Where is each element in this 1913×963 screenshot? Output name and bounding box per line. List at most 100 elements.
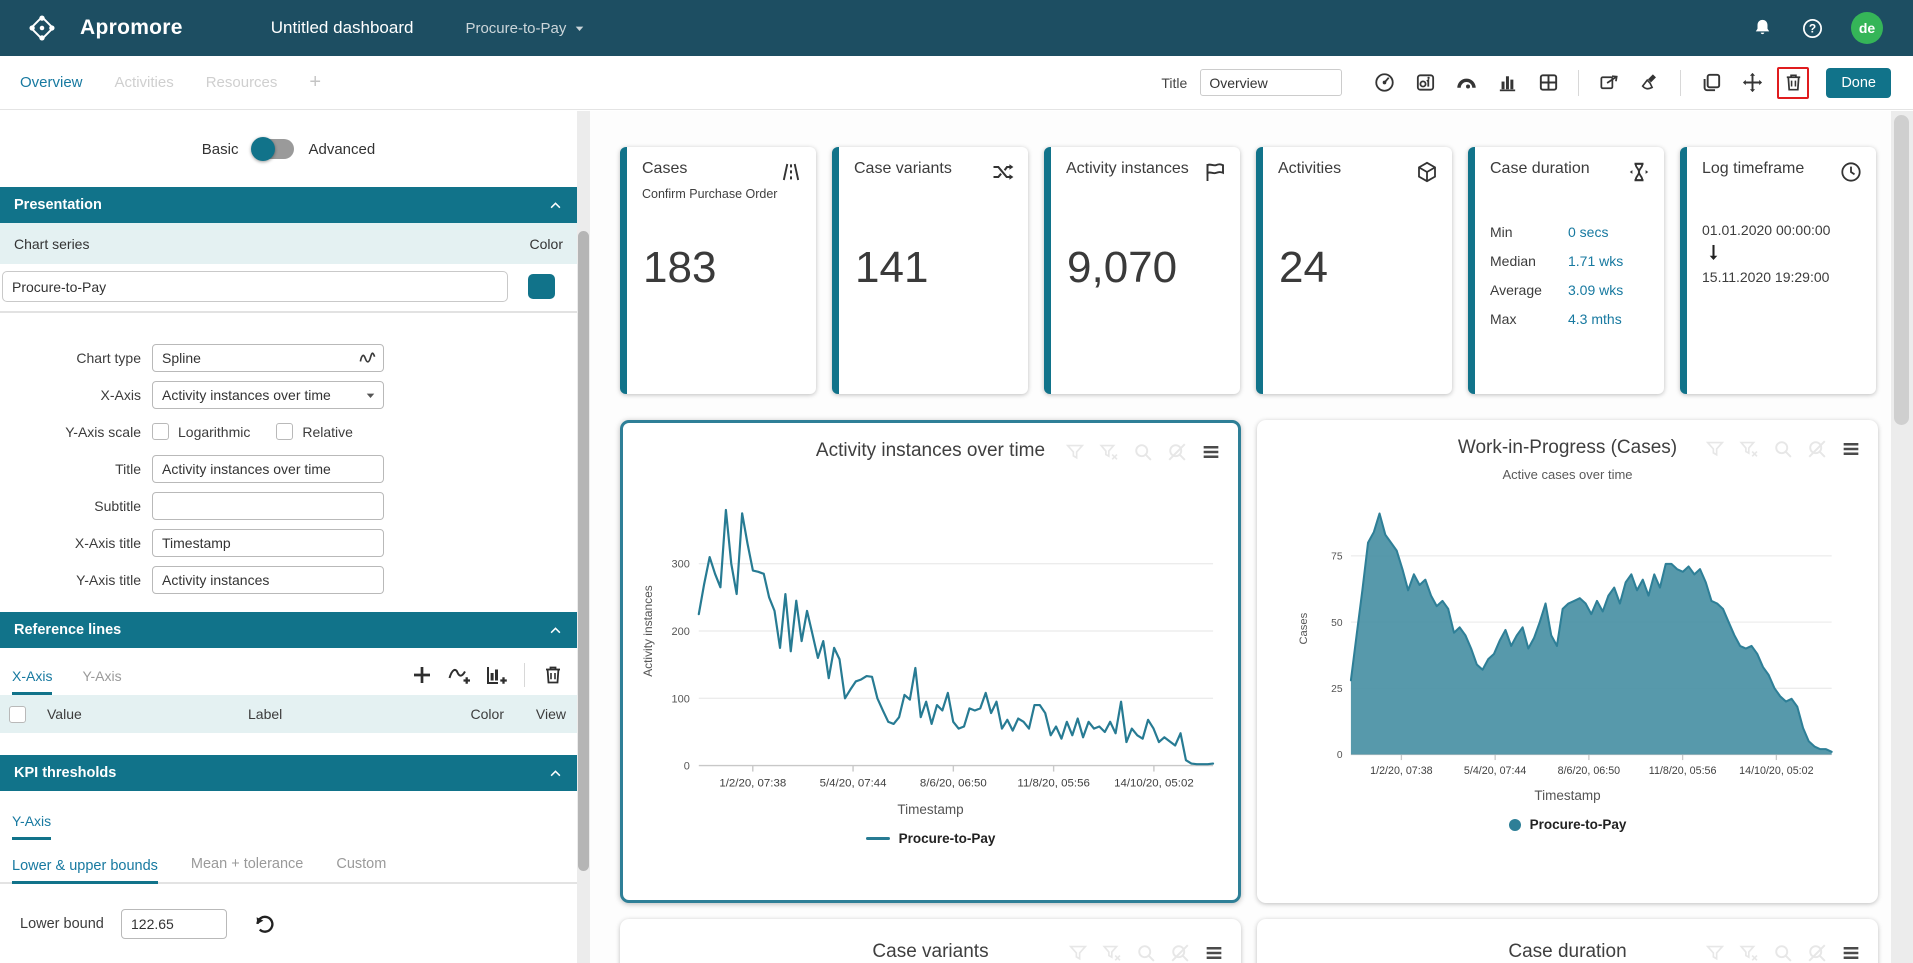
logarithmic-checkbox[interactable]	[152, 423, 169, 440]
page-scrollbar[interactable]	[1891, 111, 1913, 963]
filter-icon[interactable]	[1704, 438, 1726, 460]
tab-activities[interactable]: Activities	[114, 74, 174, 91]
page-scrollbar-thumb[interactable]	[1894, 115, 1909, 425]
chart-menu-icon[interactable]	[1203, 942, 1225, 963]
chart-legend[interactable]: Procure-to-Pay	[623, 831, 1238, 846]
delete-reference-icon[interactable]	[541, 663, 565, 687]
x-axis-title-input[interactable]	[152, 528, 384, 557]
chart-card-work-in-progress[interactable]: Work-in-Progress (Cases) Active cases ov…	[1257, 420, 1878, 903]
svg-text:14/10/20, 05:02: 14/10/20, 05:02	[1114, 778, 1194, 790]
kpi-card-activity-instances[interactable]: Activity instances 9,070	[1044, 147, 1240, 394]
zoom-icon[interactable]	[1132, 441, 1154, 463]
y-axis-title-label: Y-Axis title	[76, 571, 141, 588]
add-curve-reference-icon[interactable]	[447, 663, 471, 687]
kpi-card-log-timeframe[interactable]: Log timeframe 01.01.2020 00:00:00 15.11.…	[1680, 147, 1876, 394]
basic-advanced-toggle[interactable]	[251, 137, 295, 161]
chart-title: Case variants	[872, 941, 989, 962]
chart-subtitle-input[interactable]	[152, 491, 384, 520]
svg-text:11/8/20, 05:56: 11/8/20, 05:56	[1017, 778, 1089, 790]
chart-title-input[interactable]	[152, 454, 384, 483]
clear-filter-icon[interactable]	[1738, 438, 1760, 460]
delete-widget-button[interactable]	[1777, 66, 1810, 99]
presentation-section-header[interactable]: Presentation	[0, 187, 577, 223]
clear-button[interactable]	[1634, 67, 1666, 99]
zoom-off-icon[interactable]	[1806, 942, 1828, 963]
chart-menu-icon[interactable]	[1200, 441, 1222, 463]
clear-filter-icon[interactable]	[1101, 942, 1123, 963]
stat-value[interactable]: 0 secs	[1568, 224, 1609, 240]
kpi-thresholds-section-header[interactable]: KPI thresholds	[0, 755, 577, 791]
kpi-card-case-variants[interactable]: Case variants 141	[832, 147, 1028, 394]
filter-icon[interactable]	[1064, 441, 1086, 463]
series-name-input[interactable]	[2, 271, 508, 302]
subtab-mean-tolerance[interactable]: Mean + tolerance	[190, 856, 304, 872]
reset-lower-bound-icon[interactable]	[251, 911, 278, 938]
zoom-off-icon[interactable]	[1166, 441, 1188, 463]
done-button[interactable]: Done	[1826, 67, 1891, 98]
move-widget-button[interactable]	[1736, 67, 1768, 99]
chart-card-activity-instances[interactable]: Activity instances over time 0 100 200 300 1…	[620, 420, 1241, 903]
kpi-title: Case variants	[854, 160, 952, 177]
select-all-checkbox[interactable]	[9, 705, 26, 723]
add-bar-reference-icon[interactable]	[484, 663, 508, 687]
chart-type-input[interactable]	[152, 343, 384, 372]
sidebar-scrollbar-thumb[interactable]	[578, 231, 589, 871]
number-card-button[interactable]	[1409, 67, 1441, 99]
log-selector-dropdown[interactable]: Procure-to-Pay	[465, 20, 586, 37]
kpi-card-activities[interactable]: Activities 24	[1256, 147, 1452, 394]
stat-value[interactable]: 1.71 wks	[1568, 253, 1624, 269]
bar-chart-button[interactable]	[1491, 67, 1523, 99]
add-reference-line-icon[interactable]	[410, 663, 434, 687]
zoom-off-icon[interactable]	[1169, 942, 1191, 963]
chevron-down-icon	[364, 389, 377, 402]
radial-chart-button[interactable]	[1368, 67, 1400, 99]
help-icon[interactable]	[1801, 17, 1824, 40]
move-to-page-button[interactable]	[1593, 67, 1625, 99]
zoom-icon[interactable]	[1772, 438, 1794, 460]
relative-checkbox[interactable]	[276, 423, 294, 440]
zoom-off-icon[interactable]	[1806, 438, 1828, 460]
timeframe-start: 01.01.2020 00:00:00	[1702, 222, 1831, 238]
tab-resources[interactable]: Resources	[205, 74, 278, 91]
clear-filter-icon[interactable]	[1738, 942, 1760, 963]
filter-icon[interactable]	[1704, 942, 1726, 963]
chart-legend[interactable]: Procure-to-Pay	[1257, 817, 1878, 832]
chart-card-case-variants[interactable]: Case variants	[620, 919, 1241, 963]
user-avatar[interactable]: de	[1851, 12, 1883, 44]
filter-icon[interactable]	[1067, 942, 1089, 963]
lower-bound-input[interactable]	[121, 909, 227, 939]
kpi-card-cases[interactable]: Cases Confirm Purchase Order 183	[620, 147, 816, 394]
chart-menu-icon[interactable]	[1840, 942, 1862, 963]
clear-filter-icon[interactable]	[1098, 441, 1120, 463]
kpi-card-case-duration[interactable]: Case duration Min 0 secs Median 1.71 wks A…	[1468, 147, 1664, 394]
page-title-input[interactable]	[1200, 69, 1343, 96]
stat-value[interactable]: 4.3 mths	[1568, 311, 1622, 327]
kpi-title: Activities	[1278, 160, 1342, 177]
series-color-swatch[interactable]	[528, 274, 555, 299]
y-axis-title-input[interactable]	[152, 565, 384, 594]
tab-overview[interactable]: Overview	[20, 74, 83, 91]
sidebar-scrollbar[interactable]	[577, 111, 590, 963]
kpi-title: Case duration	[1490, 160, 1590, 177]
threshold-tab-y-axis[interactable]: Y-Axis	[12, 813, 52, 840]
notifications-bell-icon[interactable]	[1751, 17, 1774, 40]
reference-tab-y-axis[interactable]: Y-Axis	[82, 668, 122, 684]
move-icon	[1741, 71, 1764, 94]
stat-value[interactable]: 3.09 wks	[1568, 282, 1624, 298]
chart-menu-icon[interactable]	[1840, 438, 1862, 460]
zoom-icon[interactable]	[1772, 942, 1794, 963]
zoom-icon[interactable]	[1135, 942, 1157, 963]
reference-lines-section-header[interactable]: Reference lines	[0, 612, 577, 648]
gauge-chart-button[interactable]	[1450, 67, 1482, 99]
subtab-lower-upper-bounds[interactable]: Lower & upper bounds	[12, 858, 158, 884]
subtab-custom[interactable]: Custom	[336, 856, 387, 872]
icon-divider	[524, 663, 525, 687]
add-page-tab-button[interactable]: +	[309, 71, 322, 93]
x-axis-select[interactable]	[152, 380, 384, 409]
lower-bound-label: Lower bound	[20, 916, 104, 932]
svg-text:200: 200	[671, 626, 689, 638]
table-button[interactable]	[1532, 67, 1564, 99]
chart-card-case-duration[interactable]: Case duration	[1257, 919, 1878, 963]
copy-widget-button[interactable]	[1695, 67, 1727, 99]
reference-tab-x-axis[interactable]: X-Axis	[12, 668, 53, 695]
